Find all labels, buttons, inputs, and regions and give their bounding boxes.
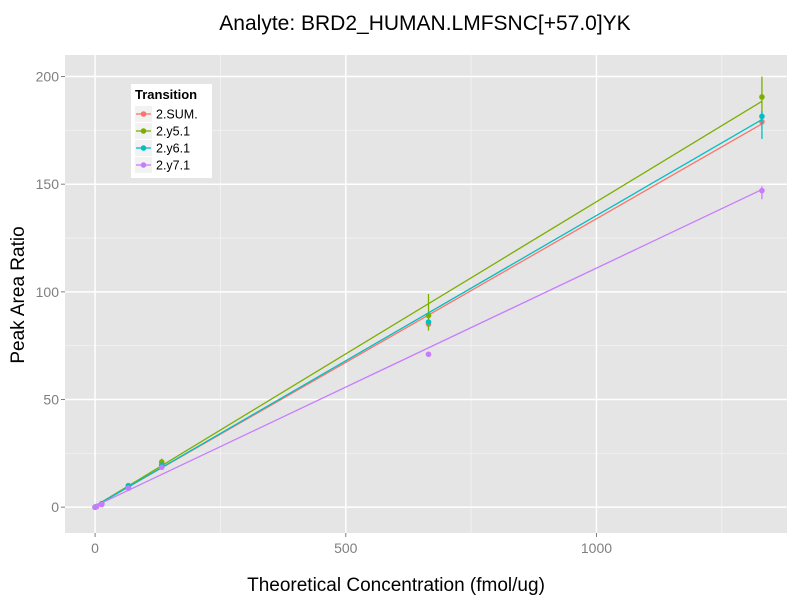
legend-label: 2.SUM.	[156, 108, 198, 122]
legend-key	[135, 106, 152, 122]
data-point	[158, 464, 165, 471]
legend-key	[135, 140, 152, 156]
legend-label: 2.y7.1	[156, 159, 190, 173]
data-point	[425, 319, 432, 325]
legend-key-point	[140, 162, 147, 168]
y-tick-label: 100	[36, 284, 60, 300]
x-tick-label: 500	[334, 540, 358, 556]
x-tick-label: 1000	[581, 540, 612, 556]
y-tick-label: 0	[51, 499, 59, 515]
legend-key-point	[140, 128, 147, 134]
data-point	[93, 503, 100, 510]
data-point	[759, 187, 765, 194]
legend-key-point	[140, 145, 147, 151]
data-point	[125, 485, 132, 492]
y-tick-label: 200	[36, 69, 60, 85]
y-tick-label: 50	[43, 392, 59, 408]
data-point	[425, 351, 432, 358]
data-point	[759, 94, 765, 100]
fit-line	[94, 119, 763, 507]
x-axis-label: Theoretical Concentration (fmol/ug)	[247, 575, 545, 596]
legend: Transition 2.SUM. 2.y5.1 2.y6.1 2.y7.1	[131, 84, 212, 178]
fit-line	[94, 188, 763, 507]
legend-label: 2.y5.1	[156, 125, 190, 139]
y-axis-label: Peak Area Ratio	[8, 226, 29, 364]
legend-label: 2.y6.1	[156, 142, 190, 156]
legend-title: Transition	[135, 87, 197, 102]
chart-title: Analyte: BRD2_HUMAN.LMFSNC[+57.0]YK	[219, 12, 631, 35]
data-point	[759, 113, 765, 120]
legend-key-point	[140, 111, 147, 117]
x-tick-label: 0	[91, 540, 99, 556]
legend-key	[135, 123, 152, 139]
series-2.y7.1	[92, 186, 765, 510]
y-tick-label: 150	[36, 176, 60, 192]
data-point	[98, 501, 105, 508]
legend-key	[135, 157, 152, 173]
